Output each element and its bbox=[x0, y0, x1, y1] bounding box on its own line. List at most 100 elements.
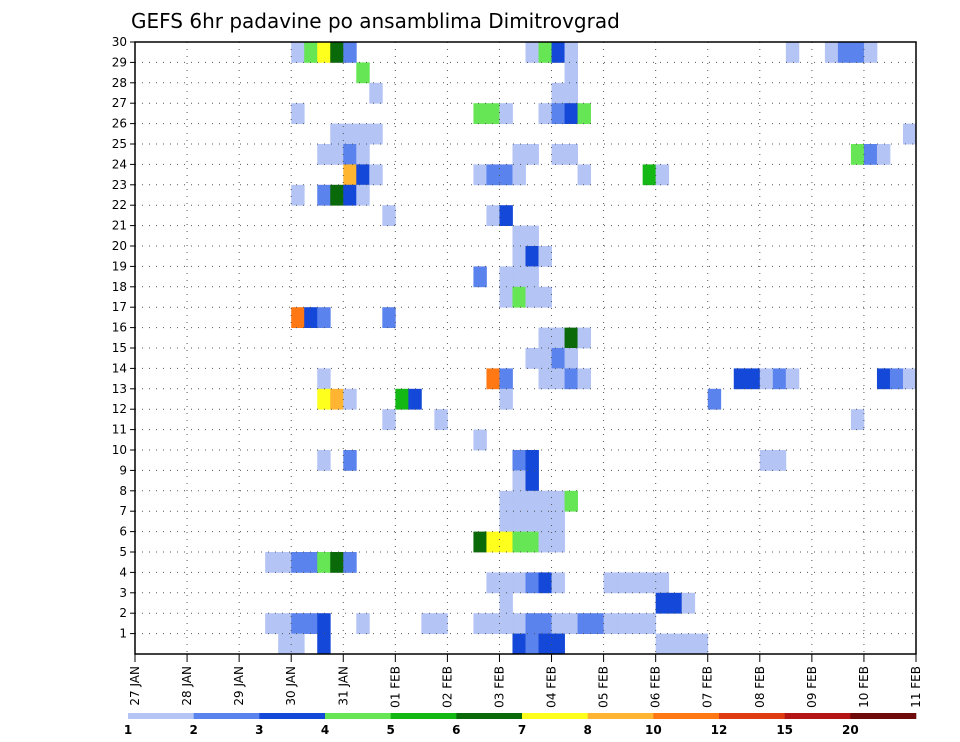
heat-cell bbox=[629, 613, 644, 634]
color-legend: 1 2 3 4 5 6 7 8 10 12 15 20 bbox=[124, 713, 917, 737]
heat-cell bbox=[551, 531, 565, 553]
y-tick-label: 25 bbox=[112, 137, 127, 151]
heat-cell bbox=[265, 613, 279, 634]
legend-swatch bbox=[390, 713, 457, 719]
heat-cell bbox=[343, 164, 357, 186]
heat-cell bbox=[577, 613, 591, 634]
y-tick-label: 23 bbox=[112, 178, 127, 192]
x-tick-label: 05 FEB bbox=[597, 666, 611, 708]
heat-cell bbox=[291, 552, 305, 573]
heat-cell bbox=[876, 144, 891, 165]
heat-cell bbox=[525, 572, 539, 594]
heat-cell bbox=[824, 42, 839, 63]
legend-swatch bbox=[128, 713, 194, 719]
heat-cell bbox=[499, 103, 513, 124]
heat-cell bbox=[538, 286, 552, 308]
heat-cell bbox=[512, 613, 526, 634]
x-tick-label: 01 FEB bbox=[388, 666, 402, 708]
heat-cell bbox=[525, 42, 539, 63]
heat-cell bbox=[655, 592, 670, 614]
heat-cell bbox=[733, 368, 748, 390]
y-tick-label: 21 bbox=[112, 219, 127, 233]
x-axis: 27 JAN 28 JAN 29 JAN 30 JAN 31 JAN 01 FEB 02 F… bbox=[128, 654, 923, 708]
heat-cell bbox=[317, 144, 331, 165]
x-tick-label: 29 JAN bbox=[232, 666, 246, 706]
heat-cell bbox=[473, 164, 487, 186]
legend-swatch bbox=[587, 713, 654, 719]
heat-cell bbox=[369, 164, 383, 186]
y-tick-label: 17 bbox=[112, 300, 127, 314]
heat-cell bbox=[512, 144, 526, 165]
heat-cell bbox=[863, 144, 878, 165]
heat-cell bbox=[746, 368, 761, 390]
heat-cell bbox=[512, 511, 526, 532]
heat-cell bbox=[538, 103, 552, 124]
heat-cell bbox=[538, 531, 552, 553]
heat-cell bbox=[499, 511, 513, 532]
heat-cell bbox=[317, 368, 331, 390]
legend-label: 20 bbox=[842, 723, 859, 737]
heat-cell bbox=[538, 368, 552, 390]
heat-cell bbox=[512, 450, 526, 471]
heat-cell bbox=[525, 490, 539, 512]
heat-cell bbox=[512, 633, 526, 655]
heat-cell bbox=[356, 144, 370, 165]
heat-cell bbox=[330, 42, 344, 63]
y-tick-label: 5 bbox=[119, 545, 127, 559]
heat-cell bbox=[499, 368, 513, 390]
legend-label: 12 bbox=[711, 723, 728, 737]
legend-label: 1 bbox=[124, 723, 132, 737]
heat-cell bbox=[421, 613, 435, 634]
heat-cell bbox=[564, 144, 578, 165]
legend-swatch bbox=[193, 713, 260, 719]
legend-label: 5 bbox=[386, 723, 394, 737]
heat-cell bbox=[512, 286, 526, 308]
heat-cell bbox=[863, 42, 878, 63]
heat-cell bbox=[629, 572, 644, 594]
heat-cell bbox=[603, 572, 618, 594]
y-tick-label: 3 bbox=[119, 586, 127, 600]
y-tick-label: 12 bbox=[112, 402, 127, 416]
heat-cell bbox=[564, 613, 578, 634]
heat-cell bbox=[538, 246, 552, 267]
heat-cell bbox=[642, 613, 657, 634]
y-tick-label: 30 bbox=[112, 35, 127, 49]
chart-title: GEFS 6hr padavine po ansamblima Dimitrov… bbox=[131, 9, 620, 33]
heat-cell bbox=[486, 613, 500, 634]
heat-cell bbox=[369, 123, 383, 145]
heat-cell bbox=[577, 368, 591, 390]
heat-cell bbox=[525, 348, 539, 369]
heat-cell bbox=[551, 348, 565, 369]
legend-label: 7 bbox=[518, 723, 526, 737]
y-tick-label: 4 bbox=[119, 565, 127, 579]
heat-cell bbox=[330, 388, 344, 410]
heat-cell bbox=[642, 572, 657, 594]
heat-cell bbox=[512, 266, 526, 288]
heat-cell bbox=[525, 144, 539, 165]
heat-cell bbox=[356, 184, 370, 206]
legend-swatch bbox=[719, 713, 785, 719]
heat-cell bbox=[356, 62, 370, 84]
x-tick-label: 09 FEB bbox=[805, 666, 819, 708]
y-tick-label: 2 bbox=[119, 606, 127, 620]
heat-cell bbox=[382, 409, 396, 430]
heat-cell bbox=[551, 82, 565, 104]
heat-cell bbox=[525, 531, 539, 553]
heat-cell bbox=[525, 511, 539, 532]
heat-cell bbox=[486, 368, 500, 390]
heat-cell bbox=[512, 246, 526, 267]
heat-cell bbox=[278, 613, 292, 634]
heat-cell bbox=[551, 490, 565, 512]
y-tick-label: 9 bbox=[119, 463, 127, 477]
heat-cell bbox=[473, 103, 487, 124]
heat-cell bbox=[551, 103, 565, 124]
heat-cell bbox=[473, 429, 487, 451]
legend-swatch bbox=[259, 713, 326, 719]
heat-cell bbox=[551, 572, 565, 594]
y-tick-label: 20 bbox=[112, 239, 127, 253]
heat-cell bbox=[564, 103, 578, 124]
legend-label: 4 bbox=[321, 723, 329, 737]
heat-cell bbox=[356, 164, 370, 186]
y-tick-label: 8 bbox=[119, 484, 127, 498]
